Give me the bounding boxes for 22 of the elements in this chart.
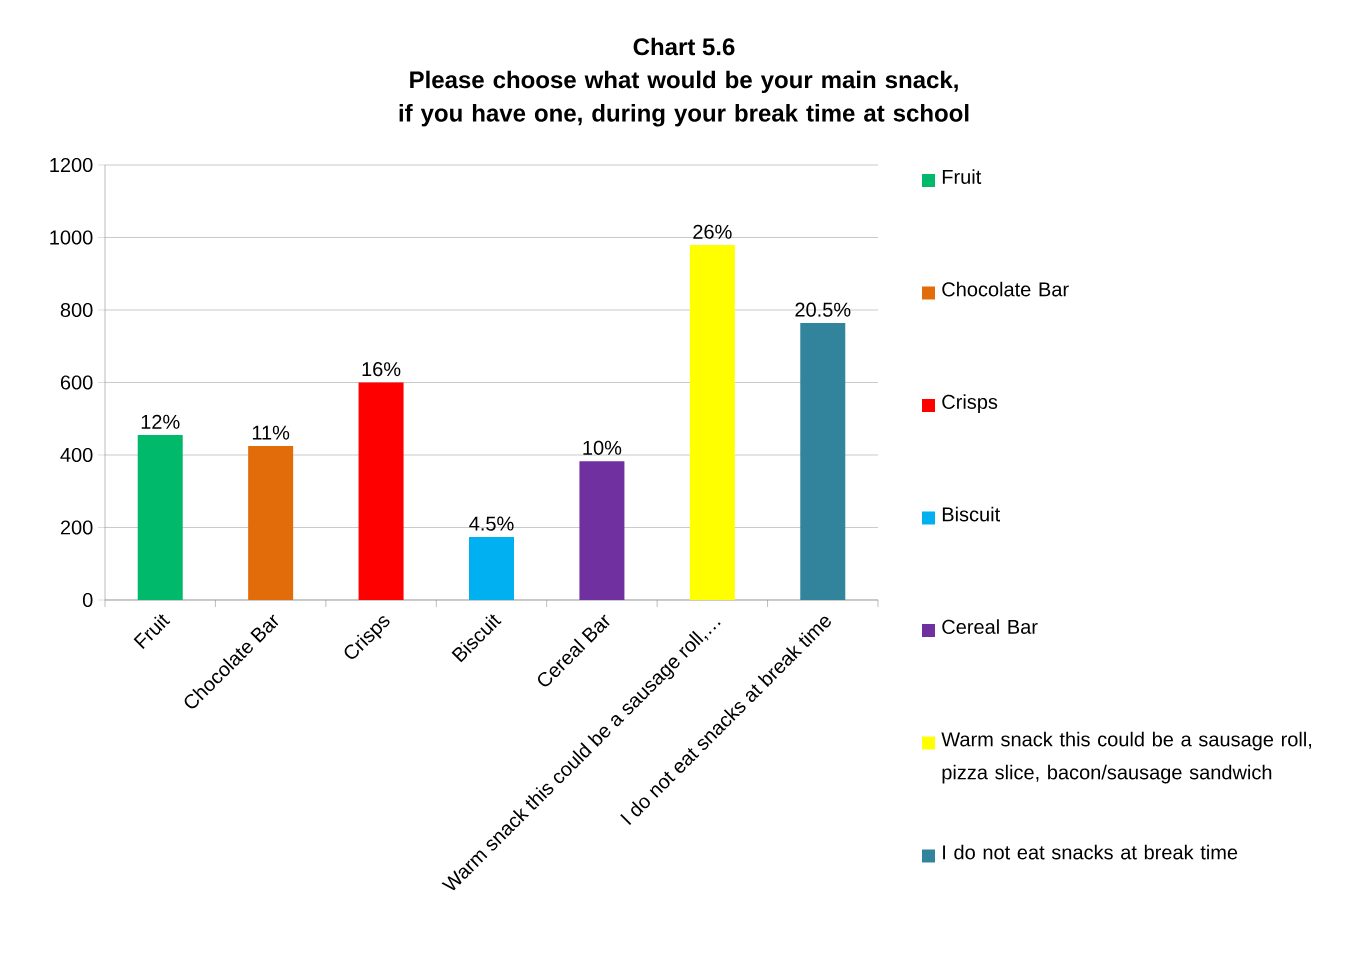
legend-label: Crisps (942, 394, 998, 413)
annotation: 12% (141, 414, 180, 429)
annotation: 11% (252, 425, 290, 440)
y-tick-label: 1200 (50, 157, 93, 173)
y-tick-label: 1000 (50, 230, 93, 245)
legend-label: Chocolate Bar (942, 281, 1069, 297)
y-tick-label: 400 (60, 447, 93, 463)
annotation: 20.5% (795, 302, 851, 317)
annotation: 4.5% (469, 516, 514, 531)
chart-subtitle: Please choose what would be your main snack, if you have one, during your break time at school (399, 70, 969, 127)
legend-label: Warm snack this could be a sausage roll, pizza slice, bacon/sausage sandwich (941, 731, 1312, 784)
legend-label: Fruit (942, 169, 982, 184)
annotation: 26% (693, 224, 732, 239)
annotation: 10% (583, 440, 622, 455)
y-tick-label: 600 (60, 375, 93, 390)
y-tick-label: 800 (60, 302, 93, 318)
y-tick-label: 0 (82, 592, 93, 608)
y-tick-label: 200 (60, 520, 93, 535)
chart-title: Chart 5.6 (633, 37, 735, 56)
legend-label: I do not eat snacks at break time (943, 844, 1238, 860)
annotation: 16% (362, 362, 401, 377)
legend-label: Biscuit (942, 506, 1001, 522)
